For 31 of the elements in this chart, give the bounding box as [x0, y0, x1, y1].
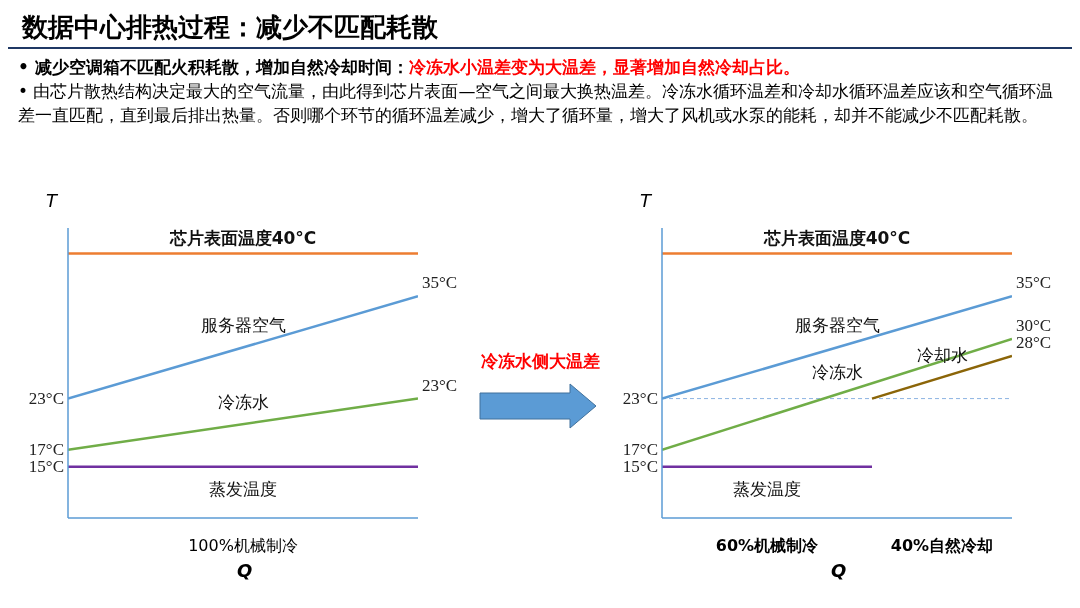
text: • 由芯片散热结构决定最大的空气流量，由此得到芯片表面—空气之间最大换热温差。冷冻水循环温差和冷却水循环温差应该和空气循环温差一直匹配，直到最后排出热量。否则哪个环节的循环温差减少，增大了循环量，增大了风机或水泵的能耗，却并不能减少不匹配耗散。: [18, 80, 1055, 127]
series-label: 蒸发温度: [733, 478, 801, 499]
series-label: 芯片表面温度40°C: [168, 227, 317, 248]
data-label: 23°C: [28, 388, 64, 408]
text: 100%机械制冷: [187, 536, 299, 557]
series-label: 冷冻水: [217, 392, 269, 413]
y-axis-title: T: [46, 190, 57, 211]
data-label: 30°C: [1016, 315, 1052, 335]
data-label: 17°C: [28, 439, 64, 459]
text: 60%机械制冷: [714, 536, 820, 557]
data-label: 17°C: [622, 439, 658, 459]
data-label: 35°C: [1016, 273, 1052, 293]
text: 40%自然冷却: [889, 536, 995, 557]
data-label: 23°C: [622, 388, 658, 408]
series-label: 冷冻水: [811, 362, 863, 383]
data-label: 28°C: [1016, 332, 1052, 352]
series-label: 芯片表面温度40°C: [762, 227, 911, 248]
series-label: 蒸发温度: [209, 478, 277, 499]
x-axis-title: Q: [831, 560, 847, 581]
data-label: 15°C: [28, 456, 64, 476]
data-label: 23°C: [422, 375, 458, 395]
series-label: 服务器空气: [794, 315, 880, 336]
series-label: 服务器空气: [200, 315, 286, 336]
annotation: 冷冻水侧大温差: [479, 350, 601, 373]
x-axis-title: Q: [237, 560, 253, 581]
text: • 减少空调箱不匹配火积耗散，增加自然冷却时间：: [18, 57, 409, 77]
y-axis-title: T: [640, 190, 651, 211]
data-label: 15°C: [622, 456, 658, 476]
chart-title: 数据中心排热过程：减少不匹配耗散: [8, 8, 1072, 49]
text: 冷冻水小温差变为大温差，显著增加自然冷却占比。: [408, 57, 800, 77]
data-label: 35°C: [422, 273, 458, 293]
